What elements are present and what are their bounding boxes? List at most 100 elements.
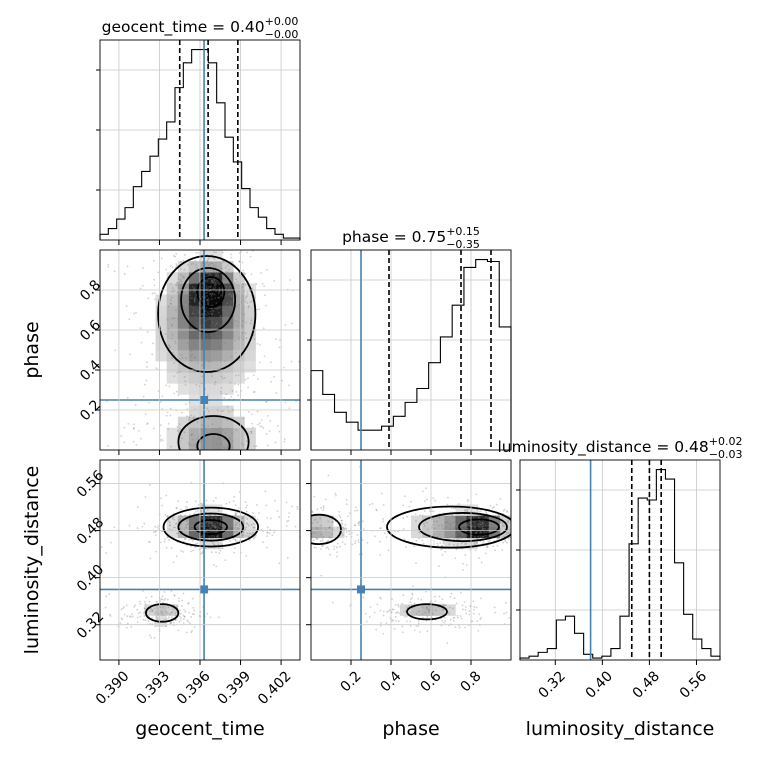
panel-luminosity-distance-vs-phase-xtick-label-1: 0.4 [378,668,405,695]
panel-phase-vs-geocent-time-sample-point [197,252,200,254]
panel-luminosity-distance-vs-phase-sample-point [461,525,464,527]
panel-luminosity-distance-vs-phase-sample-point [425,608,428,610]
panel-phase-vs-geocent-time-sample-point [205,269,208,271]
panel-phase-vs-geocent-time-sample-point [260,272,263,274]
panel-luminosity-distance-vs-phase-sample-point [348,533,351,536]
panel-luminosity-distance-vs-phase-sample-point [424,520,427,523]
panel-luminosity-distance-vs-geocent-time-sample-point [215,526,218,528]
panel-phase-vs-geocent-time-sample-point [191,297,193,300]
panel-luminosity-distance-vs-phase-sample-point [432,533,435,536]
panel-luminosity-distance-vs-geocent-time-sample-point [168,613,171,616]
panel-luminosity-distance-vs-phase-sample-point [322,505,325,507]
panel-luminosity-distance-vs-phase-sample-point [427,604,430,607]
panel-luminosity-distance-vs-phase-density-cell [477,515,490,527]
panel-phase-vs-geocent-time-sample-point [247,306,250,309]
panel-luminosity-distance-vs-phase-sample-point [526,528,528,530]
panel-luminosity-distance-vs-geocent-time-sample-point [242,516,245,519]
panel-phase-vs-geocent-time-sample-point [168,344,171,347]
panel-phase-vs-geocent-time-sample-point [266,444,269,447]
panel-phase-vs-geocent-time-sample-point [194,446,197,449]
panel-phase-vs-geocent-time-sample-point [177,430,179,432]
panel-phase-vs-geocent-time-sample-point [212,287,215,290]
panel-luminosity-distance-vs-geocent-time-sample-point [196,510,199,512]
panel-phase-vs-geocent-time-sample-point [169,414,172,417]
panel-phase-vs-geocent-time-density-cell [166,338,179,351]
panel-phase-vs-geocent-time-sample-point [265,400,268,403]
panel-luminosity-distance-vs-geocent-time-sample-point [208,528,211,531]
panel-luminosity-distance-vs-geocent-time-sample-point [152,531,155,534]
panel-luminosity-distance-vs-phase-sample-point [514,523,516,525]
panel-luminosity-distance-vs-phase-density-cell [433,526,445,539]
panel-phase-vs-geocent-time-sample-point [160,466,162,468]
hist-luminosity-distance-steps [519,468,721,660]
panel-luminosity-distance-vs-geocent-time-sample-point [204,547,207,549]
panel-luminosity-distance-vs-phase-sample-point [402,594,405,597]
panel-phase-vs-geocent-time-sample-point [226,264,229,267]
panel-luminosity-distance-vs-phase-sample-point [326,540,329,543]
panel-luminosity-distance-vs-phase-sample-point [514,498,516,500]
panel-luminosity-distance-vs-phase-sample-point [456,531,459,534]
panel-luminosity-distance-vs-phase-sample-point [411,592,413,595]
panel-luminosity-distance-vs-geocent-time-sample-point [278,562,281,565]
panel-luminosity-distance-vs-phase-sample-point [480,531,483,534]
panel-luminosity-distance-vs-phase-sample-point [409,625,412,627]
panel-phase-vs-geocent-time-sample-point [256,342,259,345]
panel-luminosity-distance-vs-geocent-time-sample-point [207,525,210,528]
panel-luminosity-distance-vs-geocent-time-sample-point [164,618,166,621]
panel-luminosity-distance-vs-phase-sample-point [409,620,412,623]
panel-luminosity-distance-vs-phase-sample-point [322,506,325,509]
panel-phase-vs-geocent-time-density-cell [200,305,212,317]
panel-phase-vs-geocent-time-sample-point [201,424,203,426]
panel-luminosity-distance-vs-phase-sample-point [473,516,475,519]
panel-phase-vs-geocent-time-sample-point [132,428,135,430]
panel-luminosity-distance-vs-phase-sample-point [354,540,357,543]
panel-phase-vs-geocent-time-density-cell [200,338,212,351]
panel-luminosity-distance-vs-phase-sample-point [438,516,441,519]
panel-phase-vs-geocent-time-sample-point [188,503,190,505]
panel-luminosity-distance-vs-phase-density-cell [455,504,467,516]
panel-phase-vs-geocent-time-density-cell [200,416,212,429]
panel-luminosity-distance-vs-geocent-time-sample-point [229,533,232,536]
panel-phase-vs-geocent-time-sample-point [169,265,172,267]
panel-phase-vs-geocent-time-density-cell [177,438,190,450]
panel-phase-vs-geocent-time-sample-point [258,361,261,364]
panel-phase-vs-geocent-time-sample-point [120,435,123,438]
panel-phase-vs-geocent-time-sample-point [197,276,199,279]
panel-phase-vs-geocent-time-sample-point [137,429,140,432]
panel-luminosity-distance-vs-phase-sample-point [448,613,451,615]
panel-phase-vs-geocent-time-sample-point [146,331,149,333]
panel-luminosity-distance-vs-phase-sample-point [354,523,356,526]
panel-luminosity-distance-vs-geocent-time-sample-point [148,483,151,486]
panel-luminosity-distance-vs-geocent-time-sample-point [219,517,222,520]
panel-phase-vs-geocent-time-sample-point [258,246,260,248]
panel-phase-vs-geocent-time-sample-point [210,294,213,297]
panel-luminosity-distance-vs-phase-content [311,460,540,660]
panel-phase-vs-geocent-time-sample-point [206,334,208,337]
panel-luminosity-distance-vs-geocent-time-density-cell [144,604,156,616]
panel-luminosity-distance-vs-phase-sample-point [481,521,484,524]
panel-phase-vs-geocent-time-density-cell [211,316,223,329]
panel-luminosity-distance-vs-phase-sample-point [513,529,515,531]
panel-phase-vs-geocent-time-density-cell [200,327,212,340]
panel-luminosity-distance-vs-geocent-time-sample-point [195,510,197,513]
panel-phase-vs-geocent-time-sample-point [153,284,156,287]
panel-luminosity-distance-vs-geocent-time-sample-point [244,534,247,537]
panel-luminosity-distance-vs-geocent-time-sample-point [193,519,196,522]
panel-phase-vs-geocent-time-sample-point [257,492,259,494]
panel-phase-vs-geocent-time-sample-point [245,440,248,442]
panel-phase-vs-geocent-time-sample-point [210,269,212,272]
panel-luminosity-distance-vs-phase-sample-point [538,507,540,509]
panel-phase-vs-geocent-time-sample-point [178,281,181,284]
panel-phase-vs-geocent-time-sample-point [237,383,240,386]
panel-phase-vs-geocent-time-sample-point [194,290,197,293]
panel-luminosity-distance-vs-phase-sample-point [331,520,334,523]
panel-luminosity-distance-vs-geocent-time-sample-point [207,538,209,541]
panel-luminosity-distance-vs-geocent-time-sample-point [285,525,288,527]
panel-luminosity-distance-vs-geocent-time-sample-point [208,526,211,529]
panel-luminosity-distance-vs-geocent-time-sample-point [200,525,203,528]
panel-luminosity-distance-vs-geocent-time-sample-point [193,535,196,538]
panel-luminosity-distance-vs-geocent-time-sample-point [173,594,176,597]
panel-luminosity-distance-vs-geocent-time-sample-point [262,541,264,543]
panel-phase-vs-geocent-time-sample-point [223,396,226,399]
panel-luminosity-distance-vs-geocent-time-sample-point [165,494,168,497]
